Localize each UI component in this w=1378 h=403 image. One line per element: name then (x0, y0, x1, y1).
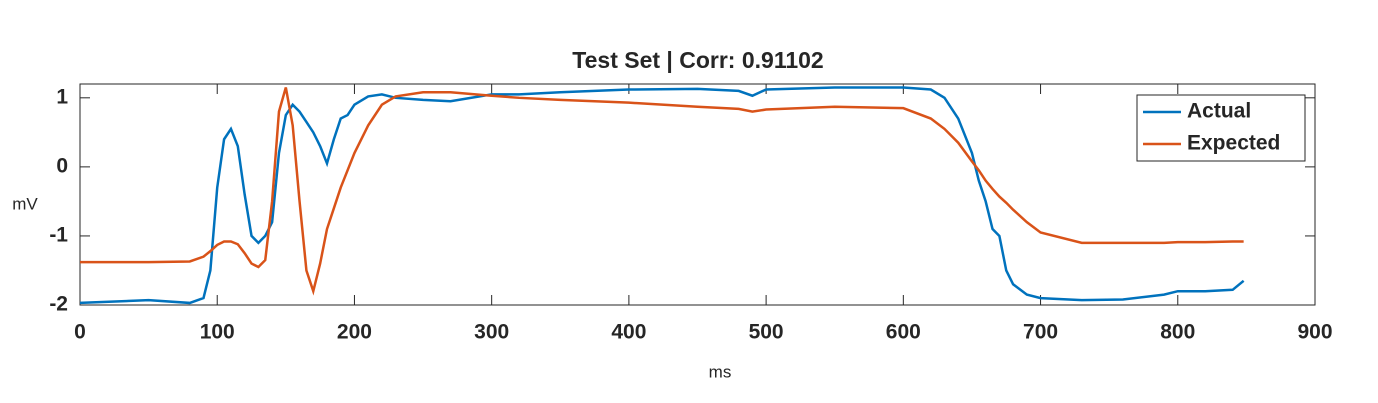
x-tick-label: 900 (1297, 321, 1332, 344)
data-line (80, 87, 1244, 296)
legend-label: Actual (1187, 100, 1251, 123)
x-tick-label: 600 (886, 321, 921, 344)
y-tick-label: 1 (56, 85, 68, 108)
x-tick-label: 100 (200, 321, 235, 344)
x-tick-label: 0 (74, 321, 86, 344)
x-tick-label: 700 (1023, 321, 1058, 344)
chart-title: Test Set | Corr: 0.91102 (572, 47, 823, 73)
legend-label: Expected (1187, 132, 1280, 155)
x-tick-label: 500 (749, 321, 784, 344)
y-tick-label: -1 (49, 223, 68, 246)
legend-box (1136, 94, 1306, 162)
x-tick-label: 800 (1160, 321, 1195, 344)
x-tick-label: 400 (611, 321, 646, 344)
y-axis-label: mV (12, 194, 38, 213)
x-tick-label: 300 (474, 321, 509, 344)
y-tick-label: 0 (56, 154, 68, 177)
x-tick-label: 200 (337, 321, 372, 344)
x-axis-label: ms (709, 362, 732, 381)
y-tick-label: -2 (49, 293, 68, 316)
plot-area (79, 83, 1316, 306)
data-line (79, 86, 1245, 305)
